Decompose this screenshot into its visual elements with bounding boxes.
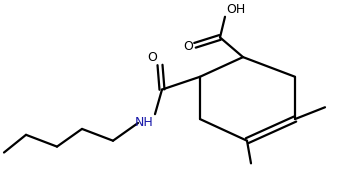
Text: O: O (183, 40, 193, 53)
Text: O: O (147, 51, 157, 64)
Text: OH: OH (226, 3, 245, 16)
Text: NH: NH (134, 116, 153, 129)
